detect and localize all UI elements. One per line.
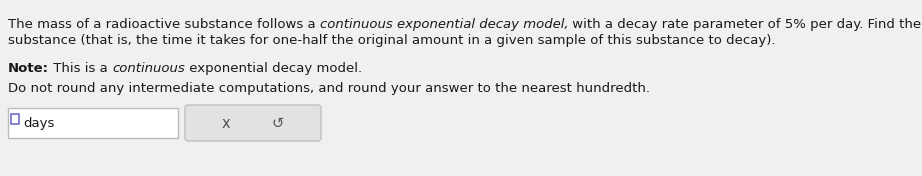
Text: This is a: This is a <box>49 62 112 75</box>
Text: exponential decay model.: exponential decay model. <box>184 62 361 75</box>
Text: continuous: continuous <box>112 62 184 75</box>
Text: Note:: Note: <box>8 62 49 75</box>
Text: days: days <box>23 117 54 130</box>
Text: with a decay rate parameter of 5% per day. Find the half-life of this: with a decay rate parameter of 5% per da… <box>569 18 922 31</box>
Text: The mass of a radioactive substance follows a: The mass of a radioactive substance foll… <box>8 18 320 31</box>
Text: continuous exponential decay model,: continuous exponential decay model, <box>320 18 569 31</box>
Text: ↺: ↺ <box>272 115 284 130</box>
FancyBboxPatch shape <box>8 108 178 138</box>
Text: Do not round any intermediate computations, and round your answer to the nearest: Do not round any intermediate computatio… <box>8 82 650 95</box>
Text: substance (that is, the time it takes for one-half the original amount in a give: substance (that is, the time it takes fo… <box>8 34 775 47</box>
FancyBboxPatch shape <box>11 114 19 124</box>
Text: x: x <box>221 115 230 130</box>
FancyBboxPatch shape <box>185 105 321 141</box>
